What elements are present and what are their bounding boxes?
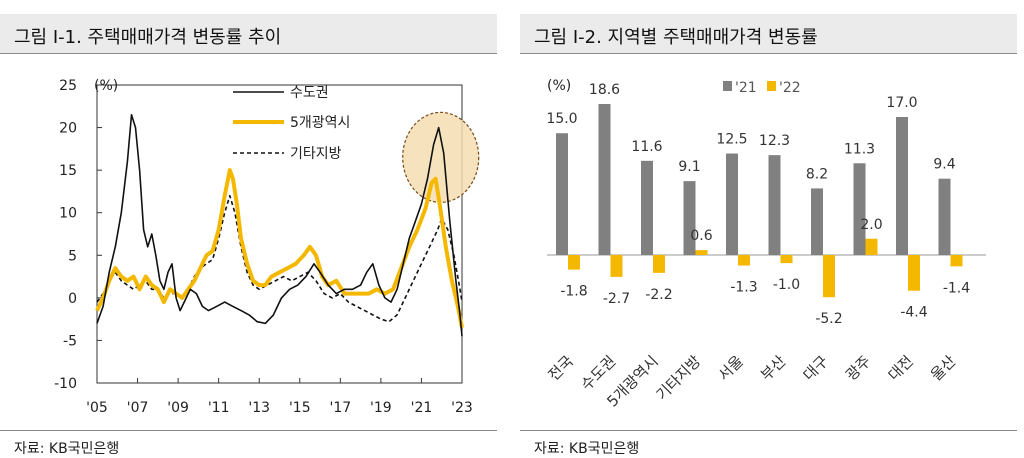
data-label: -1.0 xyxy=(773,277,800,293)
data-label: -2.7 xyxy=(603,291,630,307)
source-note: 자료: KB국민은행 xyxy=(534,441,640,457)
bar-2021 xyxy=(598,104,611,255)
bar-2022 xyxy=(865,238,878,255)
bar-2021 xyxy=(853,163,866,255)
y-tick-label: 0 xyxy=(68,291,77,307)
unit-label: (%) xyxy=(94,78,118,94)
y-tick-label: -10 xyxy=(54,376,77,392)
bar-2021 xyxy=(641,160,653,255)
bottom-rule xyxy=(520,430,1017,431)
legend-label: 수도권 xyxy=(290,85,329,101)
series-line-1 xyxy=(96,114,463,337)
legend-label: 5개광역시 xyxy=(290,115,350,131)
x-tick-label: '13 xyxy=(248,400,270,416)
category-label: 서울 xyxy=(715,352,747,384)
bar-2021 xyxy=(768,155,781,255)
bar-chart-panel: 그림 Ⅰ-2. 지역별 주택매매가격 변동률 (%) '21 '22 15.0 -1.8… xyxy=(520,0,1017,457)
data-label: -1.8 xyxy=(560,284,587,300)
data-label: 15.0 xyxy=(546,111,577,127)
bar-2021 xyxy=(938,178,951,255)
legend-swatch xyxy=(723,81,732,91)
series-line-3 xyxy=(96,194,463,323)
bar-2022 xyxy=(780,255,793,264)
plot-frame xyxy=(96,84,463,384)
chart-title-bar: 그림 Ⅰ-2. 지역별 주택매매가격 변동률 xyxy=(520,14,1017,54)
source-note: 자료: KB국민은행 xyxy=(14,441,120,457)
x-tick-label: '17 xyxy=(329,400,351,416)
data-label: -5.2 xyxy=(815,311,842,327)
bar-2022 xyxy=(610,255,623,277)
category-label: 부산 xyxy=(757,352,789,384)
legend-label: '22 xyxy=(779,80,801,96)
y-tick-label: 15 xyxy=(59,163,77,179)
bar-2022 xyxy=(738,255,750,266)
y-tick-label: 10 xyxy=(59,206,77,222)
y-tick-label: -5 xyxy=(63,333,77,349)
line-chart-panel: 그림 Ⅰ-1. 주택매매가격 변동률 추이 25 20 15 10 5 0 -5 -10 (%)… xyxy=(0,0,497,457)
data-label: 8.2 xyxy=(806,166,828,182)
y-tick-label: 25 xyxy=(59,78,77,94)
data-label: 9.4 xyxy=(933,157,955,173)
bar-2021 xyxy=(683,181,696,255)
data-label: -4.4 xyxy=(900,305,927,321)
unit-label: (%) xyxy=(547,78,571,94)
data-label: 12.5 xyxy=(716,132,747,148)
data-label: -2.2 xyxy=(645,287,672,303)
y-tick-label: 20 xyxy=(59,121,77,137)
bar-2022 xyxy=(568,255,580,270)
bar-2021 xyxy=(811,188,823,255)
data-label: 17.0 xyxy=(886,95,917,111)
bar-chart: (%) '21'2215.0-1.8전국18.6-2.7수도권11.6-2.25개… xyxy=(545,78,986,411)
legend-label: 기타지방 xyxy=(290,146,342,162)
bar-2022 xyxy=(823,255,835,298)
bar-2022 xyxy=(653,255,665,273)
category-label: 대구 xyxy=(800,352,832,384)
bar-2022 xyxy=(908,255,920,291)
bar-2021 xyxy=(726,153,738,255)
data-label: 9.1 xyxy=(678,159,700,175)
category-label: 울산 xyxy=(927,352,959,384)
bottom-rule xyxy=(0,430,497,431)
data-label: -1.4 xyxy=(943,280,970,296)
bar-2021 xyxy=(896,116,908,255)
category-label: 대전 xyxy=(885,352,917,384)
x-tick-label: '07 xyxy=(127,400,149,416)
x-tick-label: '19 xyxy=(370,400,392,416)
data-label: 11.6 xyxy=(631,139,662,155)
category-label: 광주 xyxy=(842,352,874,384)
line-chart: 25 20 15 10 5 0 -5 -10 (%) '05 '07 '09 '11 '13 '15 '17 '… xyxy=(54,78,480,416)
legend-label: '21 xyxy=(735,80,757,96)
x-tick-label: '15 xyxy=(289,400,311,416)
data-label: 12.3 xyxy=(759,133,790,149)
category-label: 전국 xyxy=(545,352,577,384)
data-label: 0.6 xyxy=(690,228,712,244)
bar-2022 xyxy=(950,255,963,267)
data-label: 2.0 xyxy=(860,217,882,233)
bar-2022 xyxy=(695,250,708,255)
chart-title: 그림 Ⅰ-1. 주택매매가격 변동률 추이 xyxy=(14,27,282,48)
x-tick-label: '05 xyxy=(86,400,108,416)
chart-title: 그림 Ⅰ-2. 지역별 주택매매가격 변동률 xyxy=(534,27,818,48)
x-tick-label: '09 xyxy=(167,400,189,416)
x-tick-label: '23 xyxy=(451,400,473,416)
highlight-circle xyxy=(402,111,480,203)
data-label: 11.3 xyxy=(844,141,875,157)
chart-title-bar: 그림 Ⅰ-1. 주택매매가격 변동률 추이 xyxy=(0,14,497,54)
data-label: -1.3 xyxy=(730,280,757,296)
category-label: 기타지방 xyxy=(653,352,705,404)
y-tick-label: 5 xyxy=(68,248,77,264)
x-tick-label: '21 xyxy=(411,400,433,416)
bar-2021 xyxy=(556,133,568,255)
x-tick-label: '11 xyxy=(208,400,230,416)
data-label: 18.6 xyxy=(589,82,620,98)
legend-swatch xyxy=(767,81,776,91)
